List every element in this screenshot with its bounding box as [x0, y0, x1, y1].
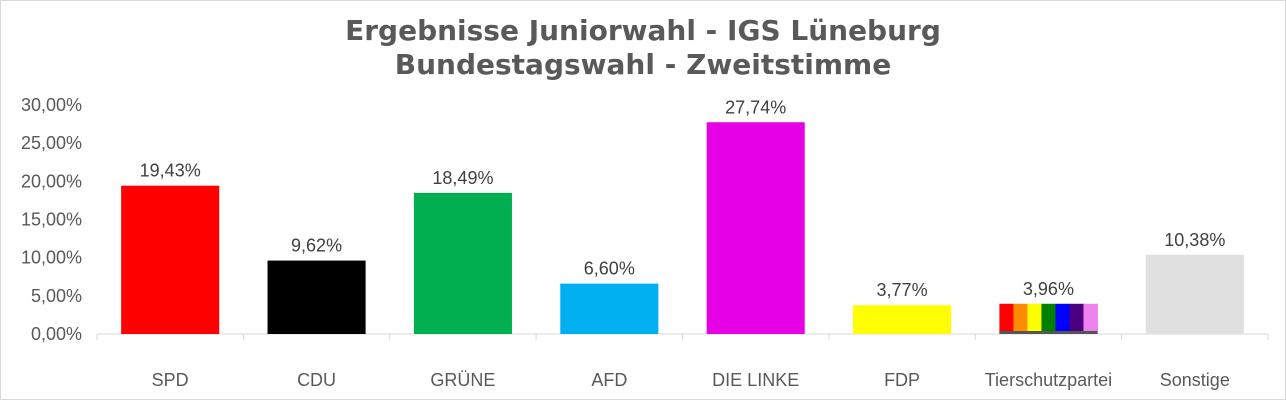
y-tick-label: 25,00%: [21, 133, 82, 153]
y-tick-label: 5,00%: [31, 286, 82, 306]
rainbow-stripe: [1069, 303, 1084, 334]
bar-spd: [121, 185, 220, 334]
data-label: 6,60%: [584, 259, 635, 279]
data-label: 10,38%: [1164, 230, 1225, 250]
category-label: GRÜNE: [430, 370, 495, 390]
y-tick-label: 0,00%: [31, 324, 82, 344]
chart-title: Ergebnisse Juniorwahl - IGS Lüneburg: [345, 14, 941, 47]
rainbow-stripe: [1083, 303, 1098, 334]
category-label: AFD: [591, 370, 627, 390]
rainbow-base: [999, 331, 1098, 334]
y-tick-label: 15,00%: [21, 210, 82, 230]
bar-afd: [560, 283, 659, 334]
data-label: 3,96%: [1023, 279, 1074, 299]
rainbow-stripe: [1041, 303, 1056, 334]
bar-sonstige: [1145, 254, 1244, 334]
rainbow-stripe: [999, 303, 1014, 334]
rainbow-stripe: [1013, 303, 1028, 334]
data-label: 9,62%: [291, 236, 342, 256]
data-label: 27,74%: [725, 97, 786, 117]
chart-subtitle: Bundestagswahl - Zweitstimme: [394, 48, 892, 81]
rainbow-stripe: [1055, 303, 1070, 334]
category-label: DIE LINKE: [712, 370, 799, 390]
rainbow-stripe: [1027, 303, 1042, 334]
bar-fdp: [853, 305, 952, 334]
data-label: 3,77%: [877, 280, 928, 300]
chart-title-block: Ergebnisse Juniorwahl - IGS Lüneburg Bun…: [0, 14, 1286, 82]
data-label: 18,49%: [432, 168, 493, 188]
bar-grüne: [413, 192, 512, 334]
data-label: 19,43%: [140, 161, 201, 181]
category-label: CDU: [297, 370, 336, 390]
y-tick-label: 20,00%: [21, 171, 82, 191]
y-tick-label: 10,00%: [21, 248, 82, 268]
category-label: Tierschutzpartei: [985, 370, 1112, 390]
bar-tierschutzpartei: [999, 303, 1098, 334]
category-label: SPD: [152, 370, 189, 390]
category-label: Sonstige: [1160, 370, 1230, 390]
bar-cdu: [267, 260, 366, 334]
y-tick-label: 30,00%: [21, 95, 82, 115]
category-label: FDP: [884, 370, 920, 390]
bar-die-linke: [706, 122, 805, 334]
